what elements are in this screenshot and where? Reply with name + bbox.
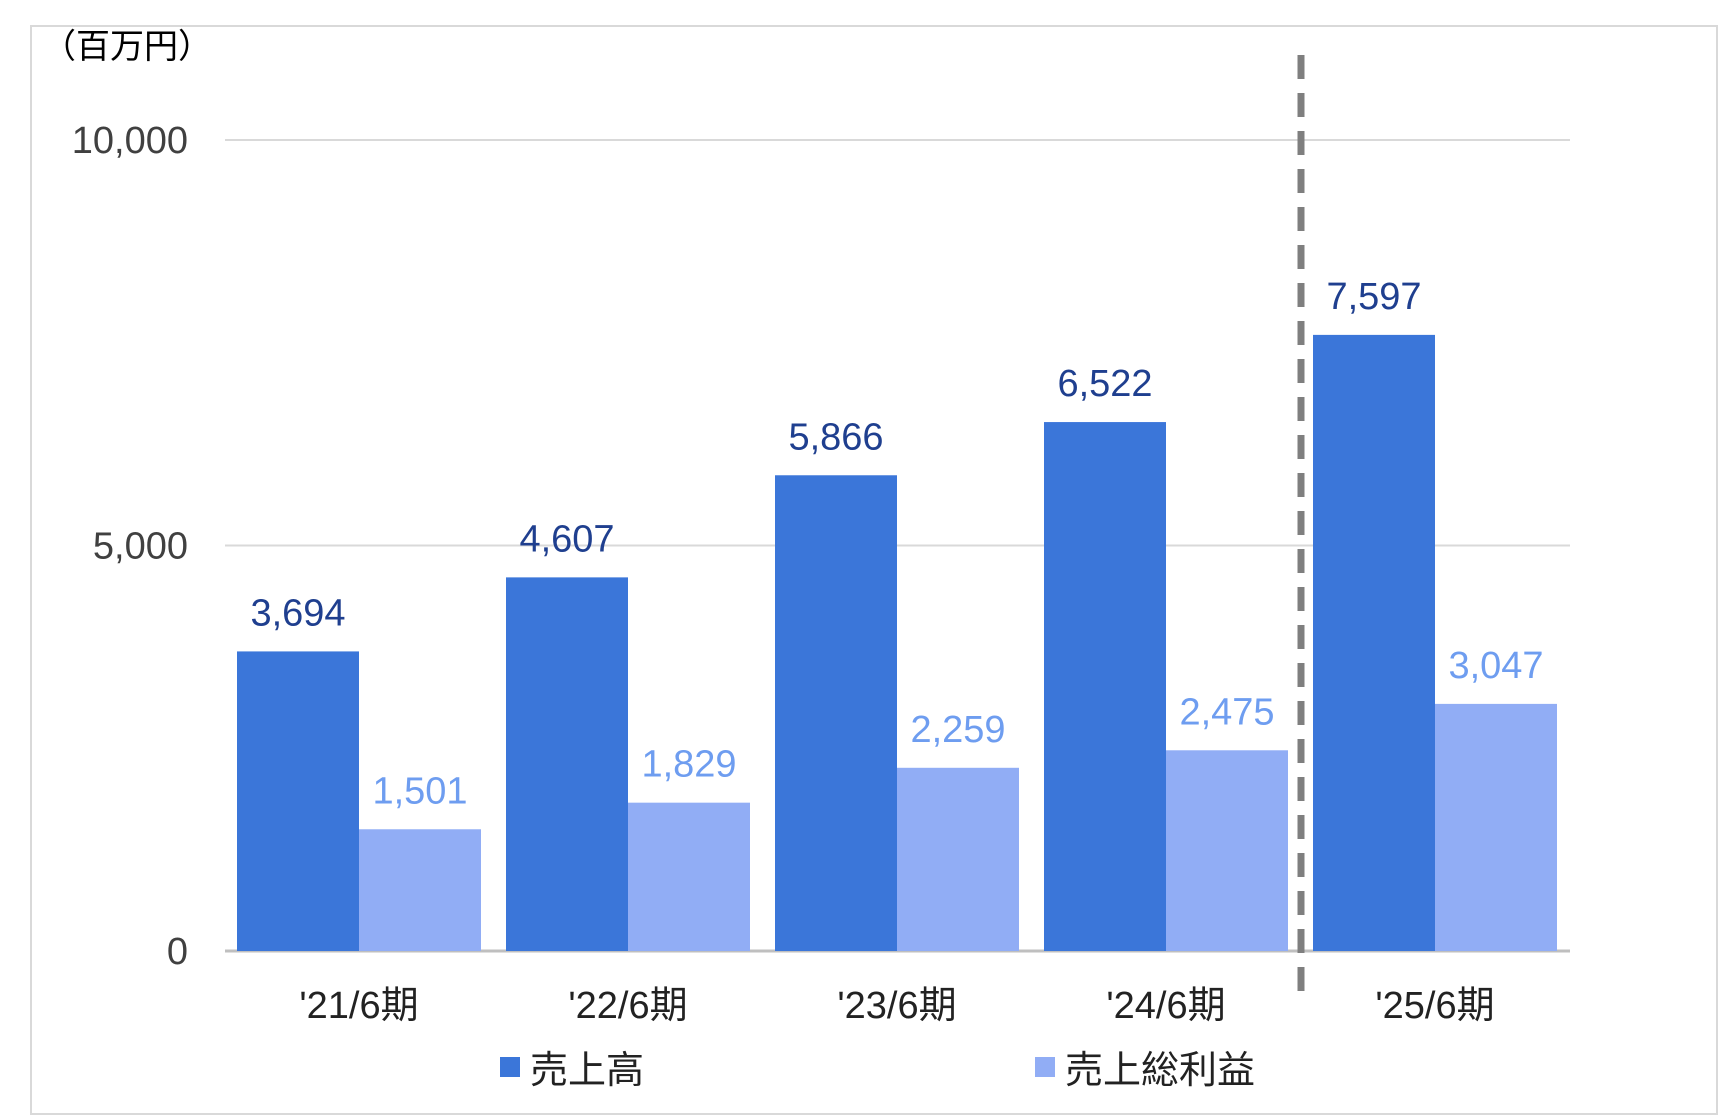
y-tick-label: 0 <box>167 931 188 973</box>
data-label: 1,501 <box>372 770 467 812</box>
data-labels: 3,694 1,501 4,607 1,829 5,866 2,259 6,522 2,475… <box>250 276 1543 812</box>
legend-label: 売上高 <box>530 1050 644 1092</box>
x-tick-label: '23/6期 <box>837 985 956 1027</box>
bar-sales <box>506 577 628 951</box>
bar-sales <box>1044 422 1166 951</box>
data-label: 5,866 <box>788 416 883 458</box>
bars <box>237 334 1557 951</box>
data-label: 6,522 <box>1057 363 1152 405</box>
legend: 売上高 売上総利益 <box>500 1050 1255 1092</box>
bar-gross-profit <box>1435 703 1557 951</box>
x-tick-label: '22/6期 <box>568 985 687 1027</box>
x-tick-label: '25/6期 <box>1375 985 1494 1027</box>
data-label: 1,829 <box>641 744 736 786</box>
bar-sales <box>1313 334 1435 951</box>
bar-sales <box>775 475 897 951</box>
data-label: 3,047 <box>1448 645 1543 687</box>
legend-swatch <box>1035 1057 1055 1077</box>
data-label: 2,259 <box>910 709 1005 751</box>
y-axis-ticks: 0 5,000 10,000 <box>72 120 188 973</box>
chart-frame <box>30 25 1718 1115</box>
x-axis-ticks: '21/6期 '22/6期 '23/6期 '24/6期 '25/6期 <box>299 985 1494 1027</box>
y-tick-label: 10,000 <box>72 120 188 162</box>
bar-sales <box>237 651 359 951</box>
bar-gross-profit <box>359 829 481 951</box>
bar-gross-profit <box>1166 750 1288 951</box>
bar-gross-profit <box>628 802 750 951</box>
data-label: 7,597 <box>1326 276 1421 318</box>
data-label: 3,694 <box>250 592 345 634</box>
data-label: 2,475 <box>1179 691 1274 733</box>
x-tick-label: '21/6期 <box>299 985 418 1027</box>
unit-label: （百万円） <box>42 28 212 66</box>
data-label: 4,607 <box>519 518 614 560</box>
legend-label: 売上総利益 <box>1065 1050 1255 1092</box>
y-tick-label: 5,000 <box>93 526 188 568</box>
x-tick-label: '24/6期 <box>1106 985 1225 1027</box>
bar-gross-profit <box>897 767 1019 951</box>
legend-swatch <box>500 1057 520 1077</box>
